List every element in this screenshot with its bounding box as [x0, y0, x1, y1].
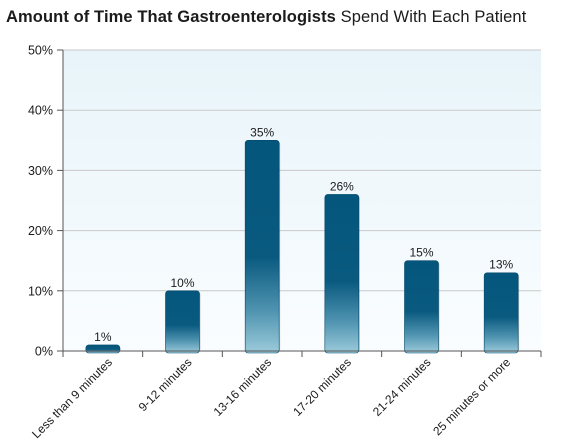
x-tick-label: 21-24 minutes: [370, 355, 434, 419]
bar: [324, 194, 360, 354]
y-tick-label: 10%: [28, 284, 53, 298]
x-tick-label: Less than 9 minutes: [29, 355, 115, 441]
data-label: 35%: [250, 125, 274, 139]
y-tick-label: 40%: [28, 104, 53, 118]
data-label: 13%: [489, 258, 513, 272]
chart-title-bold: Amount of Time That Gastroenterologists: [6, 8, 336, 26]
bar: [483, 272, 519, 354]
chart-title-light: Spend With Each Patient: [340, 8, 527, 26]
plot-background: [63, 50, 541, 351]
x-tick-label: 13-16 minutes: [211, 355, 275, 419]
data-label: 10%: [170, 276, 194, 290]
x-tick-label: 9-12 minutes: [136, 355, 195, 414]
bar: [85, 344, 121, 354]
data-label: 26%: [330, 179, 354, 193]
y-tick-label: 20%: [28, 224, 53, 238]
data-label: 15%: [409, 246, 433, 260]
bar: [244, 140, 280, 354]
y-tick-label: 0%: [35, 345, 53, 359]
y-tick-label: 50%: [28, 44, 53, 58]
y-tick-label: 30%: [28, 164, 53, 178]
bar: [404, 260, 439, 354]
x-tick-label: 25 minutes or more: [430, 355, 513, 438]
bar: [165, 290, 200, 354]
data-label: 1%: [94, 330, 112, 344]
chart-title: Amount of Time That Gastroenterologists …: [6, 8, 558, 27]
x-tick-label: 17-20 minutes: [290, 355, 354, 419]
